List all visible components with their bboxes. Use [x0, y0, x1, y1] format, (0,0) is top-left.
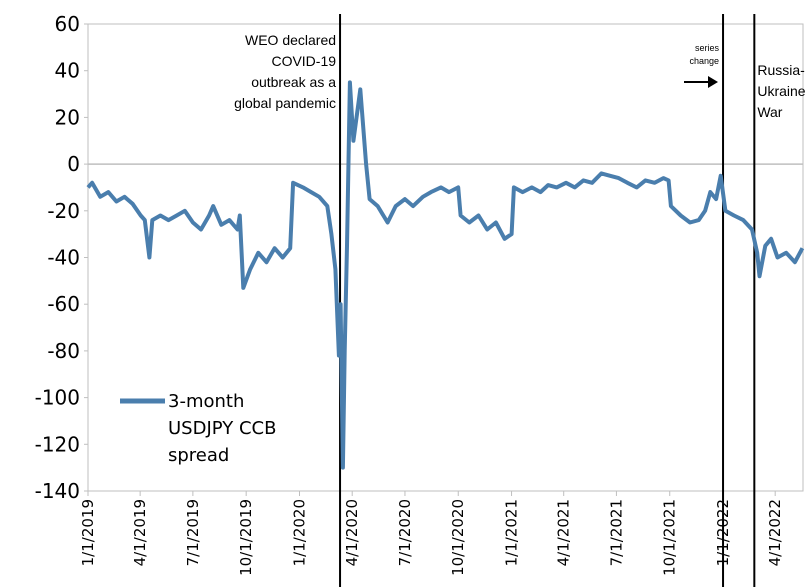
arrow-head — [708, 76, 718, 88]
y-tick-label: -80 — [47, 339, 80, 363]
x-tick-label: 7/1/2020 — [396, 499, 414, 566]
x-tick-label: 7/1/2021 — [607, 499, 625, 566]
x-tick-label: 1/1/2021 — [503, 499, 521, 566]
annotation: WEO declared COVID-19 outbreak as a glob… — [234, 32, 337, 111]
y-tick-label: -20 — [47, 199, 80, 223]
y-tick-label: -100 — [35, 386, 80, 410]
x-tick-label: 10/1/2020 — [449, 499, 467, 576]
annotation: series change — [689, 43, 720, 66]
y-tick-label: 40 — [55, 59, 80, 83]
y-tick-label: -60 — [47, 292, 80, 316]
y-tick-label: -140 — [35, 479, 80, 503]
x-tick-label: 4/1/2020 — [343, 499, 361, 566]
x-tick-label: 4/1/2022 — [766, 499, 784, 566]
x-tick-label: 7/1/2019 — [184, 499, 202, 566]
annotation: Russia-Ukraine War — [757, 62, 806, 120]
y-tick-label: -120 — [35, 432, 80, 456]
y-tick-label: 20 — [55, 105, 80, 129]
x-tick-label: 4/1/2021 — [555, 499, 573, 566]
x-tick-label: 10/1/2021 — [661, 499, 679, 576]
legend-label: 3-month USDJPY CCB spread — [168, 391, 277, 466]
y-tick-label: 0 — [67, 152, 80, 176]
x-tick-label: 4/1/2019 — [131, 499, 149, 566]
y-tick-label: 60 — [55, 12, 80, 36]
y-tick-label: -40 — [47, 246, 80, 270]
x-tick-label: 1/1/2019 — [79, 499, 97, 566]
x-tick-label: 1/1/2020 — [290, 499, 308, 566]
x-tick-label: 10/1/2019 — [237, 499, 255, 576]
series-line — [86, 80, 805, 470]
